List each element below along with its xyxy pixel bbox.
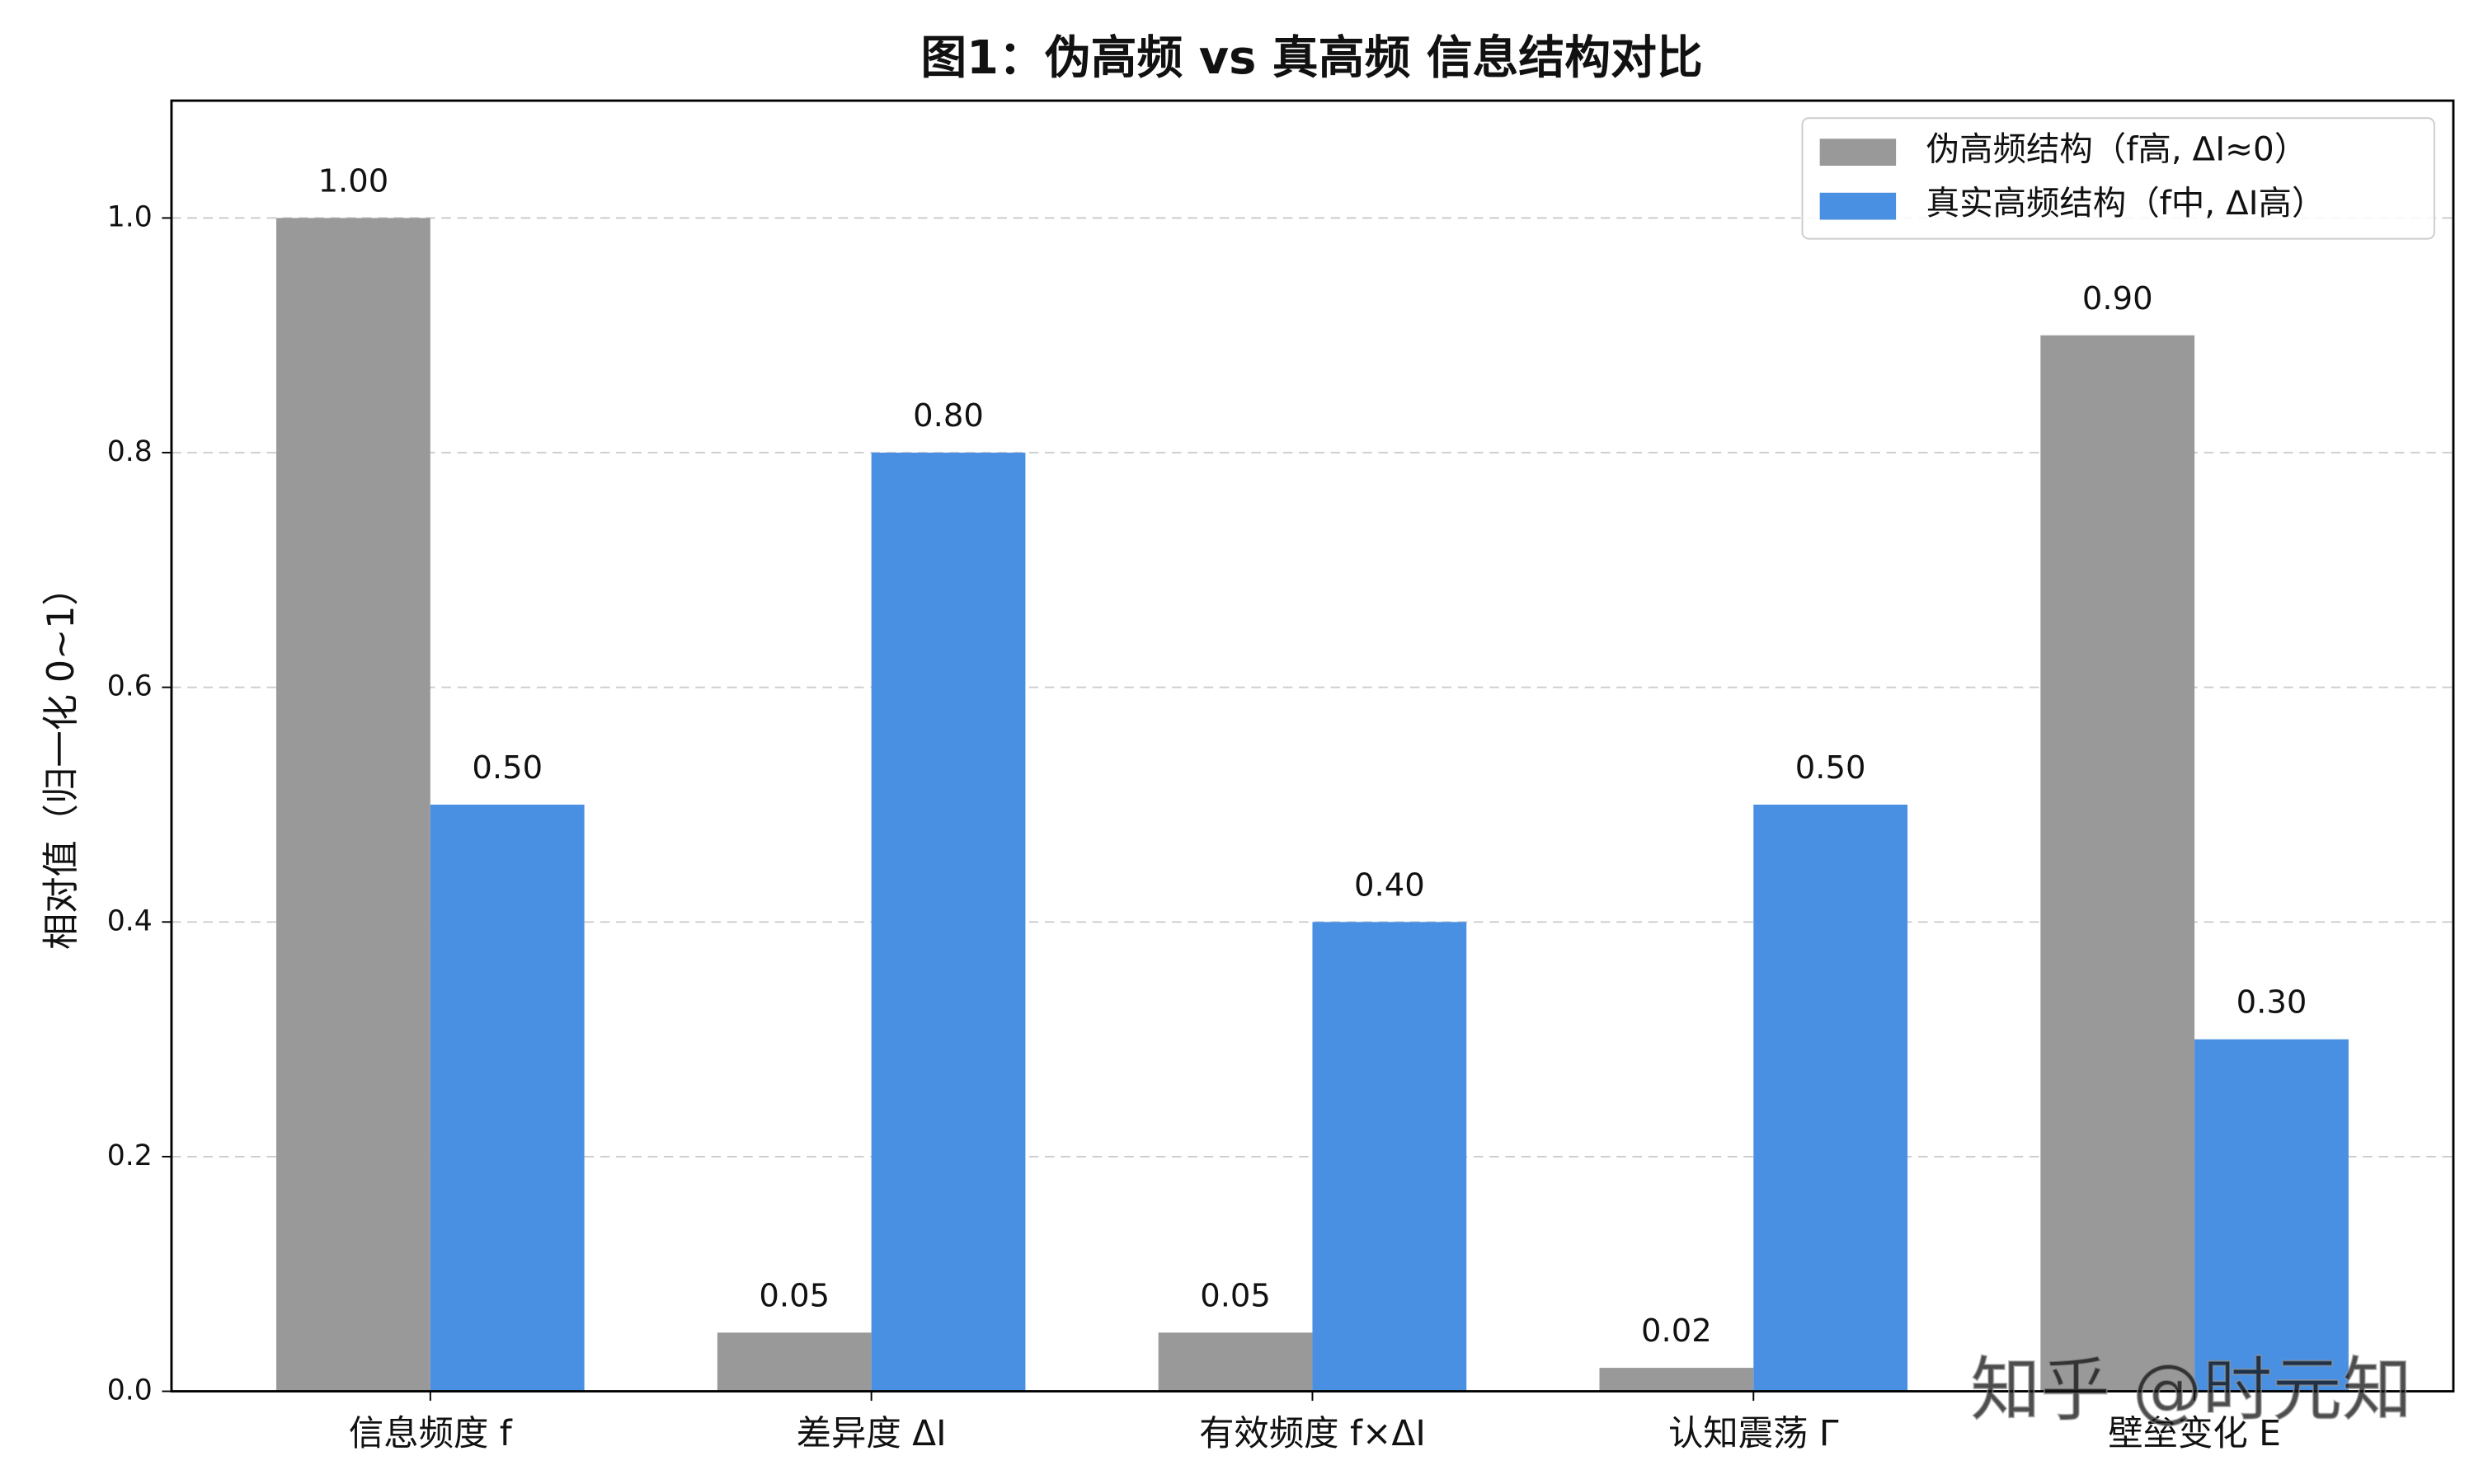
y-tick-label: 0.2 (107, 1139, 153, 1172)
legend-label: 真实高频结构（f中, ΔI高） (1926, 183, 2326, 223)
bar (1753, 804, 1908, 1392)
value-label: 0.80 (913, 397, 984, 434)
value-label: 0.30 (2236, 984, 2307, 1021)
bar (2194, 1039, 2349, 1392)
x-tick-label: 壁垒变化 E (2108, 1413, 2281, 1453)
y-tick-label: 1.0 (107, 200, 153, 233)
bar (430, 804, 585, 1392)
y-tick-label: 0.8 (107, 435, 153, 468)
x-tick-label: 认知震荡 Γ (1668, 1413, 1839, 1453)
bar (276, 218, 430, 1392)
value-label: 0.05 (759, 1278, 830, 1315)
value-label: 0.02 (1641, 1313, 1712, 1350)
chart-title: 图1：伪高频 vs 真高频 信息结构对比 (920, 31, 1702, 85)
value-label: 1.00 (318, 163, 389, 200)
value-label: 0.50 (1795, 749, 1866, 787)
y-axis-label: 相对值（归一化 0~1） (40, 569, 82, 950)
x-tick-label: 差异度 ΔI (797, 1413, 947, 1453)
y-tick-label: 0.6 (107, 670, 153, 703)
x-tick-label: 有效频度 f×ΔI (1199, 1413, 1426, 1453)
legend-swatch (1819, 192, 1897, 220)
bar (2040, 335, 2195, 1392)
value-label: 0.90 (2082, 280, 2153, 317)
axes-frame (170, 99, 2455, 1392)
legend-label: 伪高频结构（f高, ΔI≈0） (1926, 129, 2307, 169)
y-tick-label: 0.0 (107, 1374, 153, 1407)
watermark: 知乎 @时元知 (1971, 1349, 2412, 1430)
legend-swatch (1819, 139, 1897, 167)
bar (871, 453, 1026, 1392)
bar (1312, 922, 1467, 1392)
legend-box (1801, 117, 2435, 240)
bar (1599, 1368, 1754, 1392)
value-label: 0.40 (1354, 866, 1425, 904)
bar (1158, 1332, 1313, 1392)
bar (717, 1332, 872, 1392)
y-tick-label: 0.4 (107, 904, 153, 937)
value-label: 0.50 (472, 749, 543, 787)
x-tick-label: 信息频度 f (349, 1413, 513, 1453)
value-label: 0.05 (1200, 1278, 1271, 1315)
